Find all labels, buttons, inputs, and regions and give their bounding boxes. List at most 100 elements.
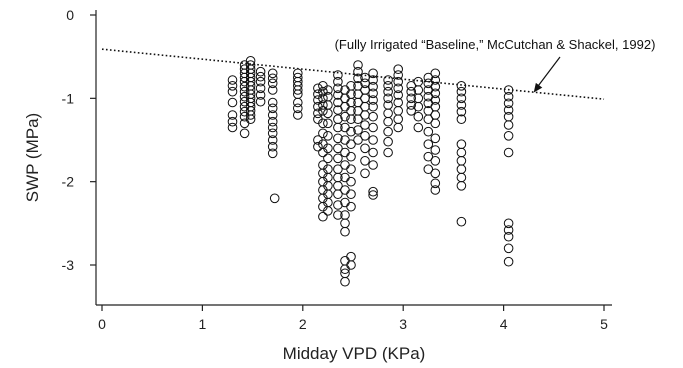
data-point — [346, 151, 356, 162]
data-point — [430, 88, 441, 99]
data-point — [346, 176, 356, 187]
data-point — [406, 86, 417, 97]
data-point — [368, 68, 378, 79]
axes: 0 1 2 3 4 5 0 -1 -2 -3 — [62, 7, 612, 332]
data-point — [430, 178, 441, 189]
data-point — [503, 243, 514, 254]
data-point — [333, 83, 343, 94]
data-point — [413, 101, 424, 112]
data-point — [383, 93, 393, 104]
data-point — [239, 118, 250, 129]
data-point — [353, 60, 363, 70]
data-point — [340, 218, 350, 229]
data-point — [430, 133, 441, 144]
data-point — [456, 139, 467, 149]
data-point — [267, 116, 278, 127]
data-point — [323, 100, 333, 110]
data-point — [293, 85, 303, 95]
data-point — [340, 185, 350, 195]
data-point — [430, 75, 441, 85]
data-point — [360, 85, 370, 95]
data-point — [406, 100, 417, 110]
data-point — [423, 126, 434, 137]
data-point — [245, 110, 256, 120]
y-tick-label: 0 — [66, 7, 74, 23]
data-point — [353, 73, 363, 84]
data-point — [393, 106, 404, 116]
data-point — [368, 111, 378, 122]
data-point — [406, 106, 417, 116]
data-point — [456, 81, 467, 91]
data-point — [323, 131, 333, 141]
data-point — [406, 93, 417, 104]
data-point — [430, 145, 441, 155]
data-point — [383, 100, 393, 110]
data-point — [360, 156, 370, 166]
data-point — [353, 114, 363, 124]
data-point — [430, 101, 441, 112]
data-point — [503, 91, 514, 102]
data-point — [368, 190, 378, 200]
data-point — [346, 114, 356, 124]
data-point — [227, 86, 238, 97]
data-point — [368, 186, 378, 197]
data-point — [267, 148, 278, 159]
data-point — [333, 210, 343, 220]
data-point — [333, 189, 343, 199]
data-point — [239, 86, 250, 97]
data-point — [430, 118, 441, 129]
x-tick-label: 2 — [299, 316, 307, 332]
data-point — [456, 100, 467, 110]
data-point — [456, 86, 467, 97]
data-point — [456, 147, 467, 158]
data-point — [227, 81, 238, 91]
data-point — [383, 126, 393, 137]
data-point — [368, 135, 378, 145]
data-point — [430, 156, 441, 166]
x-tick-label: 1 — [199, 316, 207, 332]
data-point — [239, 96, 250, 107]
data-point — [503, 131, 514, 141]
data-point — [255, 90, 266, 100]
data-point — [393, 70, 404, 80]
x-tick-label: 3 — [399, 316, 407, 332]
data-point — [423, 139, 434, 149]
data-point — [239, 91, 250, 102]
data-point — [413, 122, 424, 133]
data-point — [456, 114, 467, 124]
data-point — [318, 128, 328, 139]
data-point — [423, 164, 434, 174]
data-point — [383, 108, 393, 119]
data-point — [255, 66, 266, 77]
data-point — [333, 133, 343, 144]
data-points — [227, 56, 514, 287]
data-point — [323, 91, 333, 102]
data-point — [267, 141, 278, 152]
data-point — [456, 156, 467, 166]
data-point — [368, 160, 378, 170]
data-point — [368, 147, 378, 158]
data-point — [430, 81, 441, 92]
data-point — [503, 120, 514, 130]
data-point — [353, 125, 363, 135]
data-point — [267, 103, 278, 114]
data-point — [267, 128, 278, 139]
data-point — [368, 88, 378, 99]
data-point — [333, 200, 343, 210]
data-point — [430, 68, 441, 79]
data-point — [383, 81, 393, 91]
data-point — [456, 216, 467, 227]
x-tick-label: 0 — [98, 316, 106, 332]
data-point — [333, 76, 343, 87]
data-point — [346, 260, 356, 270]
data-point — [393, 122, 404, 133]
data-point — [255, 83, 266, 94]
baseline-annotation: (Fully Irrigated “Baseline,” McCutchan &… — [335, 37, 656, 52]
data-point — [430, 168, 441, 179]
data-point — [227, 116, 238, 127]
data-point — [456, 164, 467, 174]
annotation-arrow-head — [533, 82, 543, 93]
data-point — [313, 108, 323, 119]
data-point — [267, 97, 278, 108]
data-point — [239, 128, 250, 139]
